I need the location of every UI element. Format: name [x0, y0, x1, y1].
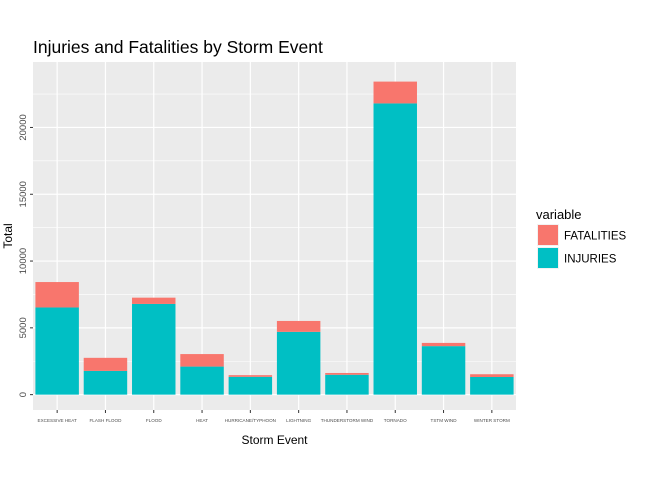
bar-fatalities — [276, 320, 321, 332]
bar-injuries — [421, 346, 466, 395]
bar-fatalities — [35, 282, 79, 308]
y-axis: 0 5000 10000 15000 20000 — [18, 114, 33, 397]
y-tick-label: 20000 — [18, 114, 29, 140]
bar-fatalities — [470, 374, 514, 377]
x-tick-label: HURRICANE/TYPHOON — [225, 418, 276, 423]
y-tick-label: 5000 — [18, 317, 29, 338]
bar-injuries — [470, 376, 514, 395]
x-axis-label: Storm Event — [241, 433, 308, 447]
bar-injuries — [276, 331, 321, 395]
legend-title: variable — [536, 207, 582, 222]
bar-injuries — [325, 374, 369, 395]
x-tick-label: WINTER STORM — [474, 418, 510, 423]
legend-key-injuries — [538, 248, 558, 268]
legend: variable FATALITIES INJURIES — [536, 207, 627, 269]
y-axis-label: Total — [1, 223, 15, 248]
x-tick-label: THUNDERSTORM WIND — [321, 418, 374, 423]
y-tick-label: 10000 — [18, 248, 29, 274]
x-tick-label: TSTM WIND — [431, 418, 458, 423]
bar-injuries — [83, 370, 128, 395]
legend-key-fatalities — [538, 225, 558, 245]
y-tick-label: 0 — [18, 392, 29, 397]
bar-fatalities — [180, 354, 224, 367]
x-tick-label: FLASH FLOOD — [89, 418, 122, 423]
bar-fatalities — [421, 342, 466, 347]
bar-injuries — [132, 303, 176, 395]
bar-fatalities — [228, 375, 273, 377]
bar-fatalities — [132, 297, 176, 304]
bar-injuries — [228, 376, 273, 395]
bar-fatalities — [373, 81, 417, 104]
x-tick-label: HEAT — [196, 418, 208, 423]
chart-title: Injuries and Fatalities by Storm Event — [33, 37, 323, 57]
x-axis: EXCESSIVE HEAT FLASH FLOOD FLOOD HEAT HURRIC… — [38, 410, 510, 423]
x-tick-label: LIGHTNING — [286, 418, 311, 423]
bar-injuries — [373, 103, 417, 395]
bar-fatalities — [83, 357, 128, 371]
bar-injuries — [35, 307, 79, 395]
bar-injuries — [180, 366, 224, 395]
bars — [35, 81, 514, 395]
x-tick-label: FLOOD — [146, 418, 163, 423]
y-tick-label: 15000 — [18, 181, 29, 207]
bar-fatalities — [325, 372, 369, 375]
legend-label-injuries: INJURIES — [564, 254, 617, 266]
x-tick-label: TORNADO — [384, 418, 407, 423]
x-tick-label: EXCESSIVE HEAT — [38, 418, 77, 423]
legend-label-fatalities: FATALITIES — [564, 231, 627, 243]
